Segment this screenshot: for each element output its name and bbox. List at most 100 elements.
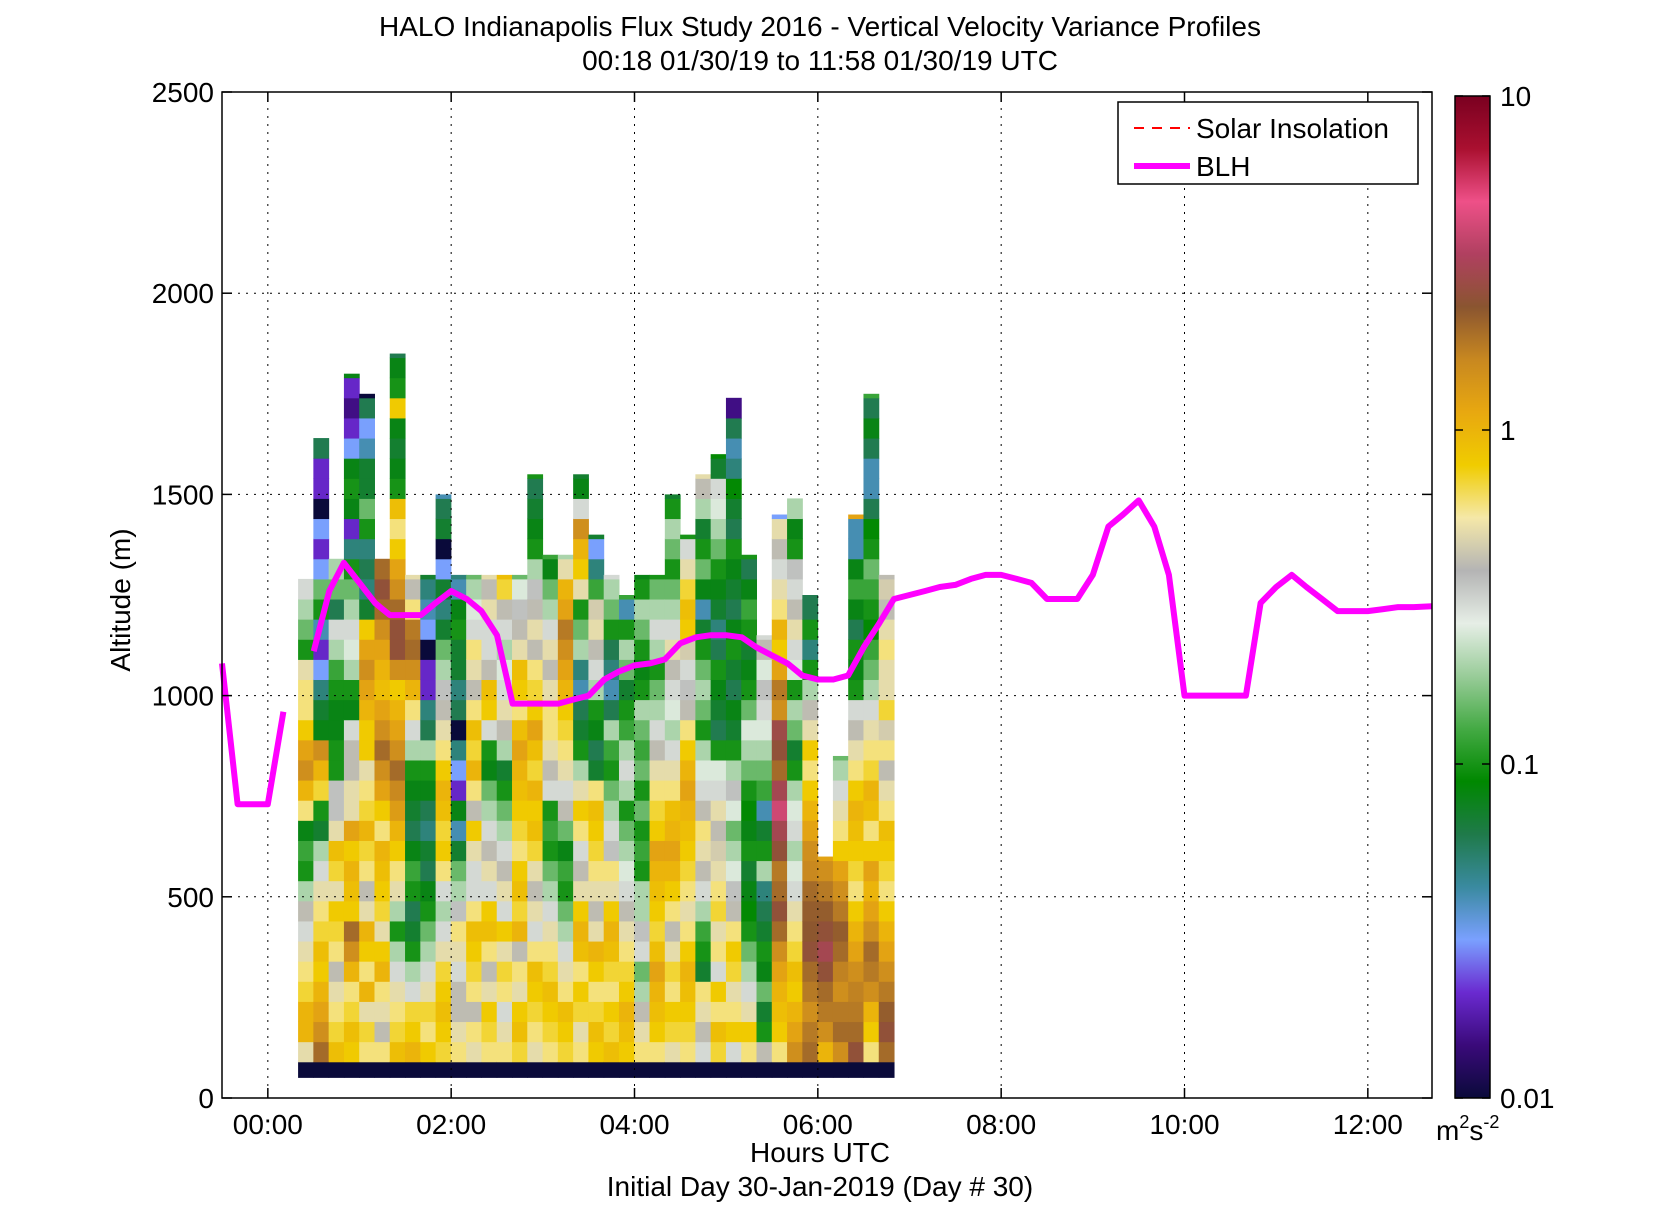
heatmap-cell bbox=[741, 981, 758, 1002]
heatmap-cell bbox=[374, 619, 391, 640]
heatmap-cell bbox=[787, 1001, 803, 1023]
heatmap-cell bbox=[603, 880, 620, 902]
heatmap-cell bbox=[634, 920, 651, 942]
heatmap-cell bbox=[389, 780, 406, 801]
heatmap-cell bbox=[649, 920, 666, 942]
heatmap-cell bbox=[481, 1021, 498, 1043]
heatmap-cell bbox=[603, 759, 620, 781]
heatmap-cell bbox=[542, 558, 559, 580]
heatmap-cell bbox=[389, 417, 406, 439]
heatmap-cell bbox=[634, 578, 651, 600]
heatmap-cell bbox=[557, 800, 574, 821]
heatmap-cell bbox=[359, 498, 375, 520]
heatmap-cell bbox=[848, 1021, 864, 1043]
heatmap-cell bbox=[542, 1021, 559, 1043]
heatmap-cell bbox=[359, 518, 375, 540]
heatmap-cell bbox=[878, 574, 895, 580]
heatmap-cell bbox=[313, 920, 330, 942]
y-tick-label: 1000 bbox=[152, 681, 214, 712]
heatmap-cell bbox=[603, 578, 620, 600]
heatmap-cell bbox=[512, 900, 528, 922]
heatmap-cell bbox=[557, 639, 574, 660]
chart-subtitle: 00:18 01/30/19 to 11:58 01/30/19 UTC bbox=[582, 45, 1058, 76]
heatmap-cell bbox=[435, 498, 452, 520]
heatmap-cell bbox=[787, 679, 803, 701]
heatmap-cell bbox=[450, 860, 467, 882]
heatmap-cell bbox=[848, 514, 864, 520]
heatmap-cell bbox=[466, 981, 482, 1002]
heatmap-cell bbox=[787, 900, 803, 922]
heatmap-cell bbox=[756, 941, 773, 962]
heatmap-cell bbox=[848, 880, 864, 902]
heatmap-cell bbox=[618, 595, 635, 600]
heatmap-cell bbox=[695, 780, 712, 801]
heatmap-cell bbox=[374, 558, 391, 580]
heatmap-cell bbox=[832, 1001, 849, 1023]
heatmap-cell bbox=[405, 780, 421, 801]
heatmap-cell bbox=[481, 860, 498, 882]
heatmap-cell bbox=[573, 759, 589, 781]
heatmap-cell bbox=[298, 719, 314, 741]
heatmap-cell bbox=[374, 941, 391, 962]
heatmap-cell bbox=[496, 578, 513, 600]
heatmap-cell bbox=[680, 920, 696, 942]
x-tick-label: 02:00 bbox=[416, 1109, 486, 1140]
heatmap-cell bbox=[573, 639, 589, 660]
heatmap-cell bbox=[787, 860, 803, 882]
heatmap-cell bbox=[664, 538, 681, 560]
heatmap-cell bbox=[313, 759, 330, 781]
heatmap-cell bbox=[863, 800, 880, 821]
heatmap-cell bbox=[710, 538, 727, 560]
heatmap-cell bbox=[710, 659, 727, 681]
heatmap-base-cell bbox=[466, 1061, 482, 1078]
heatmap-cell bbox=[573, 860, 589, 882]
heatmap-cell bbox=[313, 900, 330, 922]
heatmap-cell bbox=[313, 699, 330, 721]
heatmap-cell bbox=[557, 981, 574, 1002]
heatmap-cell bbox=[863, 417, 880, 439]
heatmap-cell bbox=[527, 518, 544, 540]
y-axis-label: Altitude (m) bbox=[105, 528, 136, 671]
heatmap-cell bbox=[527, 719, 544, 741]
heatmap-cell bbox=[343, 780, 360, 801]
y-tick-label: 2000 bbox=[152, 278, 214, 309]
heatmap-cell bbox=[710, 880, 727, 902]
heatmap-cell bbox=[343, 759, 360, 781]
heatmap-cell bbox=[435, 820, 452, 841]
heatmap-cell bbox=[374, 880, 391, 902]
heatmap-cell bbox=[588, 534, 605, 540]
heatmap-cell bbox=[343, 578, 360, 600]
heatmap-cell bbox=[496, 981, 513, 1002]
heatmap-cell bbox=[359, 397, 375, 419]
heatmap-cell bbox=[588, 639, 605, 660]
heatmap-cell bbox=[695, 880, 712, 902]
heatmap-cell bbox=[695, 759, 712, 781]
heatmap-cell bbox=[374, 981, 391, 1002]
heatmap-cell bbox=[649, 961, 666, 982]
heatmap-cell bbox=[725, 498, 742, 520]
heatmap-cell bbox=[343, 800, 360, 821]
heatmap-cell bbox=[710, 639, 727, 660]
heatmap-cell bbox=[481, 780, 498, 801]
heatmap-cell bbox=[573, 498, 589, 520]
heatmap-cell bbox=[863, 880, 880, 902]
heatmap-cell bbox=[389, 619, 406, 640]
heatmap-cell bbox=[680, 941, 696, 962]
heatmap-cell bbox=[634, 1021, 651, 1043]
heatmap-cell bbox=[435, 599, 452, 620]
heatmap-cell bbox=[634, 1041, 651, 1063]
heatmap-cell bbox=[848, 679, 864, 701]
heatmap-cell bbox=[603, 1021, 620, 1043]
heatmap-cell bbox=[374, 961, 391, 982]
heatmap-cell bbox=[573, 961, 589, 982]
heatmap-cell bbox=[634, 860, 651, 882]
heatmap-cell bbox=[588, 759, 605, 781]
heatmap-cell bbox=[298, 1021, 314, 1043]
heatmap-cell bbox=[481, 981, 498, 1002]
heatmap-cell bbox=[557, 840, 574, 862]
heatmap-cell bbox=[405, 880, 421, 902]
heatmap-cell bbox=[787, 941, 803, 962]
heatmap-cell bbox=[863, 578, 880, 600]
heatmap-cell bbox=[359, 478, 375, 499]
heatmap-cell bbox=[405, 920, 421, 942]
